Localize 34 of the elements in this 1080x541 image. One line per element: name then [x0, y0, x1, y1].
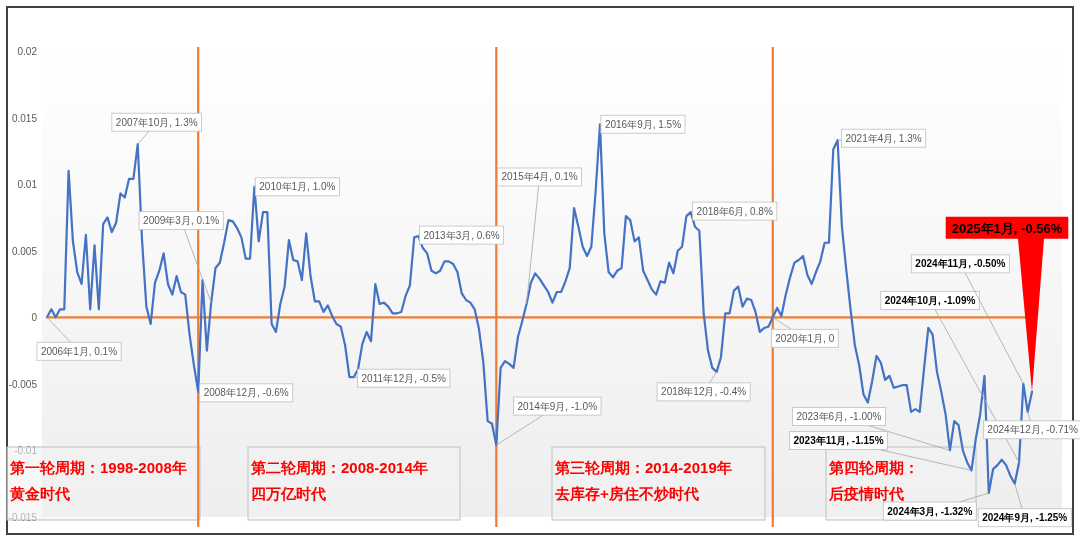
- annotation: 2025年1月, -0.56%: [951, 220, 1063, 236]
- annotation: 2016年9月, 1.5%: [604, 118, 682, 130]
- annotation: 2013年3月, 0.6%: [423, 229, 500, 241]
- annotation: 第一轮周期：1998-2008年黄金时代: [9, 459, 187, 502]
- annotation: 2021年4月, 1.3%: [845, 132, 922, 144]
- annotation: 2024年11月, -0.50%: [915, 258, 1006, 270]
- annotation: 2015年4月, 0.1%: [501, 171, 578, 183]
- annotation: 第三轮周期：2014-2019年去库存+房住不炒时代: [554, 459, 732, 502]
- y-tick-label: -0.01: [14, 445, 38, 457]
- y-tick-label: 0.01: [17, 179, 38, 191]
- annotation: 第二轮周期：2008-2014年四万亿时代: [250, 459, 428, 502]
- annotation: 2007年10月, 1.3%: [115, 116, 198, 128]
- annotation: 2024年9月, -1.25%: [982, 512, 1068, 524]
- annotation: 2009年3月, 0.1%: [143, 215, 220, 227]
- annotation: 2023年11月, -1.15%: [793, 434, 884, 446]
- y-tick-label: 0.02: [17, 46, 38, 57]
- y-tick-label: 0.005: [11, 245, 38, 257]
- annotation: 2024年12月, -0.71%: [987, 424, 1079, 436]
- annotation: 2011年12月, -0.5%: [361, 372, 446, 384]
- y-tick-label: 0: [31, 312, 38, 324]
- annotation: 2024年3月, -1.32%: [887, 505, 973, 517]
- annotation: 2014年9月, -1.0%: [517, 400, 598, 412]
- annotation: 2018年12月, -0.4%: [661, 386, 747, 398]
- annotation: 2023年6月, -1.00%: [796, 410, 882, 422]
- annotation: 2024年10月, -1.09%: [884, 294, 976, 306]
- y-tick-label: -0.005: [8, 378, 38, 390]
- y-tick-label: 0.015: [11, 112, 38, 124]
- annotation: 2018年6月, 0.8%: [696, 205, 773, 217]
- annotation: 2020年1月, 0: [775, 332, 835, 344]
- annotation: 2010年1月, 1.0%: [259, 181, 336, 193]
- y-tick-label: -0.015: [8, 512, 38, 523]
- annotation: 2006年1月, 0.1%: [40, 345, 118, 357]
- annotation: 2008年12月, -0.6%: [203, 387, 289, 399]
- annotation: 第四轮周期：后疫情时代: [828, 459, 919, 502]
